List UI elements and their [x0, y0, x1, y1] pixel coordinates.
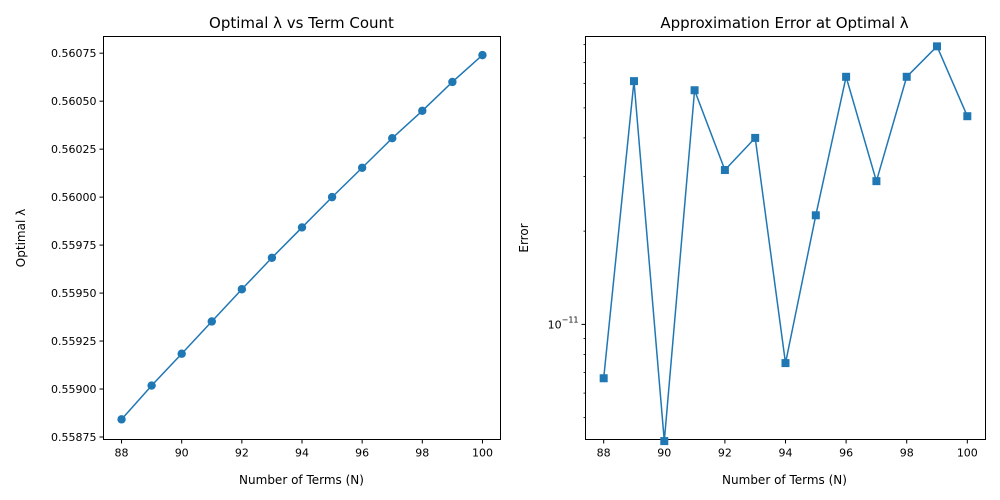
chart-left-xtick-label: 90: [175, 447, 189, 460]
chart-right-xtick-label: 88: [597, 447, 611, 460]
chart-right-data-point: [963, 112, 972, 121]
chart-left-data-point: [147, 381, 156, 390]
chart-right-xtick-label: 94: [779, 447, 793, 460]
chart-left-title: Optimal λ vs Term Count: [209, 14, 394, 32]
chart-left-data-point: [237, 285, 247, 294]
chart-right-data-point: [933, 42, 942, 51]
chart-right-series-line: [602, 45, 969, 442]
chart-left-ytick-label: 0.55975: [51, 239, 97, 252]
chart-left-ytick-label: 0.55925: [51, 335, 97, 348]
chart-left-ytick-label: 0.56025: [51, 143, 97, 156]
chart-left-ytick-label: 0.55950: [51, 287, 97, 300]
chart-left-data-point: [117, 415, 126, 424]
chart-right-marks: [599, 42, 972, 446]
chart-right-xtick-label: 98: [900, 447, 914, 460]
chart-left-data-point: [207, 317, 216, 326]
chart-left-series-line: [120, 54, 483, 420]
chart-left-ytick-label: 0.56000: [51, 191, 97, 204]
chart-left-data-point: [448, 77, 457, 87]
chart-right-data-point: [660, 437, 669, 446]
chart-left-xtick-label: 88: [115, 447, 129, 460]
chart-left-xtick-label: 96: [355, 447, 369, 460]
chart-right: Approximation Error at Optimal λ Number …: [517, 14, 986, 487]
chart-left-ytick-label: 0.55875: [51, 431, 97, 444]
chart-right-axes-frame: [585, 36, 986, 440]
chart-right-ylabel: Error: [517, 223, 531, 252]
chart-right-data-point: [751, 133, 760, 142]
chart-right-data-point: [811, 211, 820, 220]
chart-left-xlabel: Number of Terms (N): [239, 473, 364, 487]
chart-left-data-point: [267, 253, 277, 262]
chart-right-xlabel: Number of Terms (N): [722, 473, 847, 487]
chart-right-ytick-label: 10−11: [548, 315, 579, 331]
chart-right-data-point: [842, 72, 851, 81]
chart-left-data-point: [418, 106, 427, 115]
chart-left-data-point: [327, 192, 337, 202]
chart-right-ticks: 88 90 92 94 96 98 100 10−11: [548, 44, 978, 460]
chart-right-xtick-label: 92: [718, 447, 732, 460]
chart-left-xtick-label: 98: [415, 447, 429, 460]
chart-left-marks: [117, 50, 487, 424]
chart-left-data-point: [357, 163, 367, 172]
chart-left-ytick-label: 0.56050: [51, 95, 97, 108]
chart-right-title: Approximation Error at Optimal λ: [660, 14, 908, 32]
chart-right-xtick-label: 96: [839, 447, 853, 460]
chart-right-data-point: [629, 77, 638, 86]
chart-left-data-point: [297, 223, 307, 232]
chart-left-xtick-label: 92: [235, 447, 249, 460]
chart-left-xtick-label: 94: [295, 447, 309, 460]
chart-right-xtick-label: 100: [957, 447, 978, 460]
chart-right-data-point: [781, 359, 790, 368]
chart-left-ytick-label: 0.55900: [51, 383, 97, 396]
chart-left-axes-frame: [103, 36, 501, 440]
chart-left-data-point: [388, 134, 397, 143]
chart-right-data-point: [599, 374, 608, 383]
chart-left: Optimal λ vs Term Count Number of Terms …: [14, 14, 501, 487]
chart-left-data-point: [478, 50, 487, 60]
chart-left-data-point: [177, 349, 186, 358]
chart-left-ylabel: Optimal λ: [14, 209, 28, 267]
chart-right-data-point: [690, 86, 699, 95]
chart-left-ticks: 88 90 92 94 96 98 100 0.55875 0.55900 0.55925 0.55…: [51, 47, 493, 459]
chart-right-xtick-label: 90: [657, 447, 671, 460]
chart-right-data-point: [720, 166, 729, 175]
chart-left-ytick-label: 0.56075: [51, 47, 97, 60]
chart-right-data-point: [902, 72, 911, 81]
chart-left-xtick-label: 100: [472, 447, 493, 460]
chart-right-data-point: [872, 177, 881, 186]
